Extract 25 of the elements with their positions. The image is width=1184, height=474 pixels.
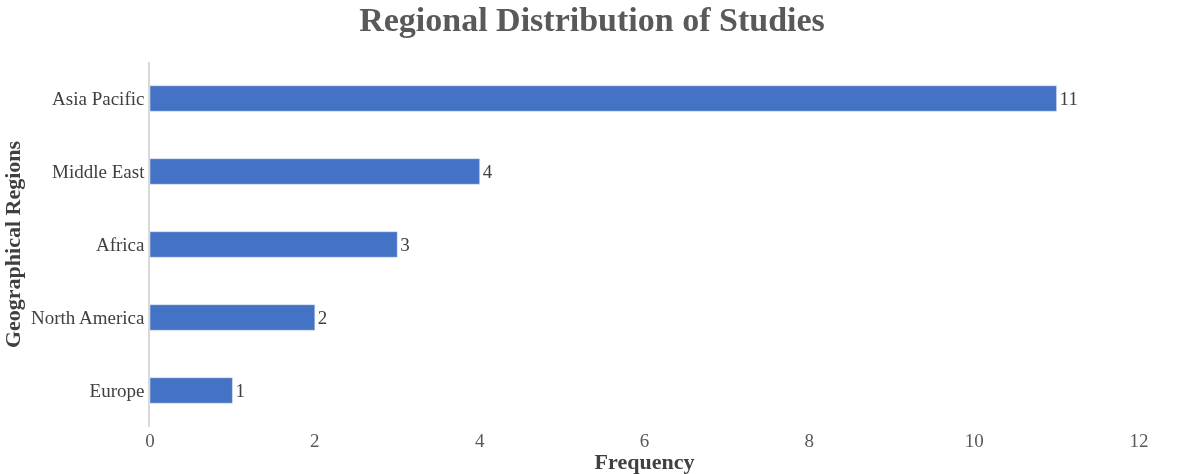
bar (150, 377, 233, 404)
data-label: 4 (482, 161, 493, 183)
y-tick-label: North America (31, 307, 146, 329)
y-tick-label: Europe (89, 380, 145, 402)
x-tick-label: 6 (639, 430, 650, 451)
bar (150, 231, 398, 258)
bar (150, 85, 1057, 112)
x-tick-label: 10 (964, 430, 984, 451)
bar (150, 304, 316, 331)
x-tick-label: 12 (1129, 430, 1149, 451)
data-label: 3 (400, 234, 410, 255)
y-tick-label: Middle East (52, 161, 146, 183)
x-axis-title: Frequency (594, 449, 695, 474)
data-label: 2 (317, 307, 328, 328)
y-tick-label: Africa (95, 234, 146, 256)
y-tick-label: Asia Pacific (52, 88, 145, 110)
bar (150, 158, 480, 185)
data-label: 11 (1059, 88, 1078, 110)
x-tick-label: 8 (804, 430, 815, 451)
chart-title: Regional Distribution of Studies (359, 0, 825, 38)
y-axis-title: Geographical Regions (0, 140, 25, 349)
x-tick-label: 2 (310, 430, 320, 451)
data-label: 1 (235, 380, 245, 402)
x-tick-label: 4 (474, 430, 485, 451)
x-tick-label: 0 (145, 430, 155, 451)
